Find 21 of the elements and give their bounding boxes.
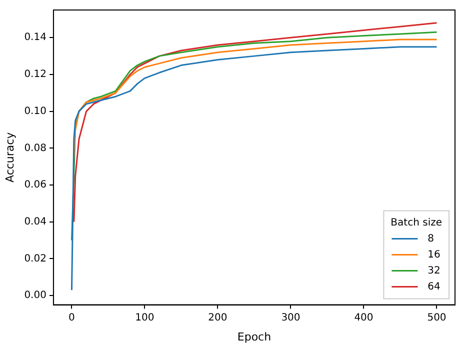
x-axis-title: Epoch (237, 330, 272, 344)
y-tick-label: 0.10 (24, 106, 46, 117)
x-tick-label: 100 (135, 312, 154, 324)
y-tick-label: 0.14 (24, 32, 46, 44)
x-tick-label: 200 (208, 312, 228, 324)
x-tick-label: 300 (281, 312, 300, 324)
x-tick-label: 0 (68, 312, 75, 324)
legend-label: 16 (428, 249, 440, 260)
y-tick-label: 0.06 (24, 180, 46, 191)
y-tick-label: 0.02 (24, 253, 46, 264)
x-tick-label: 500 (427, 312, 446, 324)
y-tick-label: 0.08 (24, 142, 46, 154)
legend-label: 8 (428, 233, 434, 244)
legend-label: 32 (428, 265, 440, 276)
y-tick-label: 0.04 (24, 216, 46, 228)
x-tick-label: 400 (354, 312, 374, 324)
legend-title: Batch size (390, 217, 442, 228)
y-tick-label: 0.12 (24, 69, 46, 80)
legend-label: 64 (428, 281, 440, 292)
y-tick-label: 0.00 (24, 290, 46, 302)
y-axis-title: Accuracy (3, 132, 16, 183)
